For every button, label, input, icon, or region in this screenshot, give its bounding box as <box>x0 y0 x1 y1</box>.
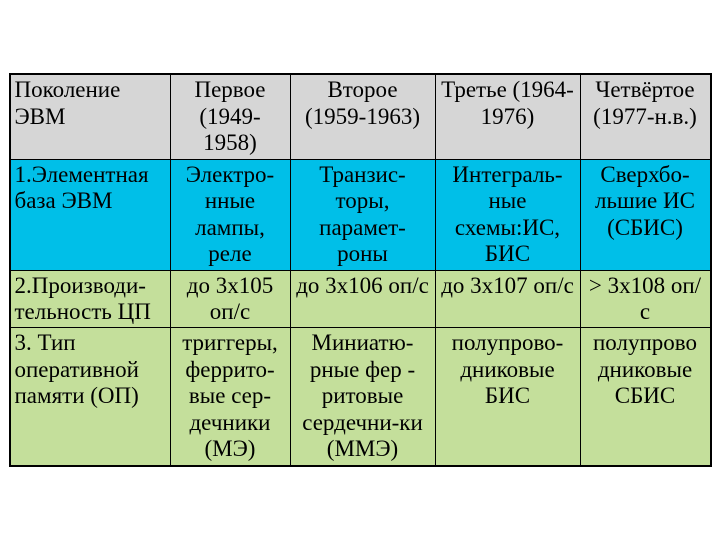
cell-memory-gen2: Миниатю-рные фер - ритовые сердечни-ки (… <box>290 328 435 465</box>
cell-element-base-gen4: Сверхбо-льшие ИС (СБИС) <box>580 159 710 270</box>
generations-table-container: Поколение ЭВМ Первое (1949-1958) Второе … <box>9 73 712 466</box>
cell-element-base-gen3: Интеграль-ные схемы:ИС, БИС <box>435 159 580 270</box>
table-row: 3. Тип оперативной памяти (ОП) триггеры,… <box>10 328 710 465</box>
cell-performance-label: 2.Производи-тельность ЦП <box>10 270 170 328</box>
table-row: 1.Элементная база ЭВМ Электро-нные лампы… <box>10 159 710 270</box>
cell-element-base-label: 1.Элементная база ЭВМ <box>10 159 170 270</box>
cell-performance-gen4: > 3х108 оп/с <box>580 270 710 328</box>
cell-memory-gen1: триггеры, феррито-вые сер-дечники (МЭ) <box>170 328 290 465</box>
cell-memory-gen3: полупрово-дниковые БИС <box>435 328 580 465</box>
cell-performance-gen3: до 3х107 оп/с <box>435 270 580 328</box>
header-cell-gen4: Четвёртое (1977-н.в.) <box>580 75 710 159</box>
table-row: 2.Производи-тельность ЦП до 3х105 оп/с д… <box>10 270 710 328</box>
cell-element-base-gen1: Электро-нные лампы, реле <box>170 159 290 270</box>
generations-table: Поколение ЭВМ Первое (1949-1958) Второе … <box>10 74 711 465</box>
table-row: Поколение ЭВМ Первое (1949-1958) Второе … <box>10 75 710 159</box>
cell-memory-label: 3. Тип оперативной памяти (ОП) <box>10 328 170 465</box>
cell-performance-gen2: до 3х106 оп/с <box>290 270 435 328</box>
header-cell-gen3: Третье (1964-1976) <box>435 75 580 159</box>
cell-memory-gen4: полупрово дниковые СБИС <box>580 328 710 465</box>
cell-performance-gen1: до 3х105 оп/с <box>170 270 290 328</box>
header-cell-gen2: Второе (1959-1963) <box>290 75 435 159</box>
cell-element-base-gen2: Транзис-торы, парамет-роны <box>290 159 435 270</box>
header-cell-rowlabel: Поколение ЭВМ <box>10 75 170 159</box>
header-cell-gen1: Первое (1949-1958) <box>170 75 290 159</box>
